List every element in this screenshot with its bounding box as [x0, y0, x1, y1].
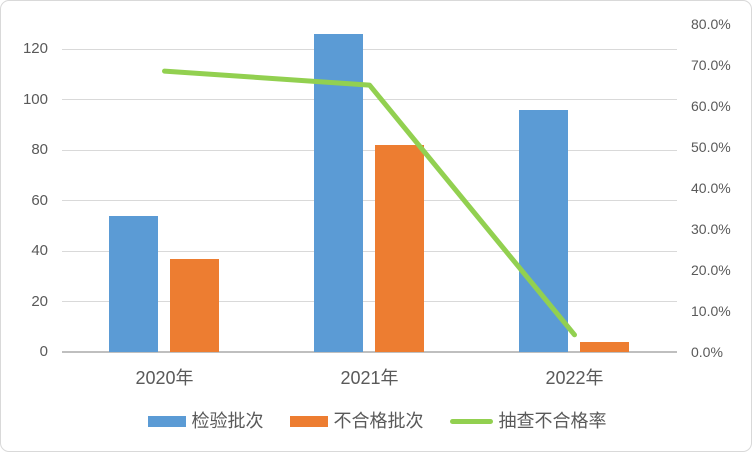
y-left-tick-label: 120	[22, 40, 48, 58]
gridline	[62, 149, 677, 151]
bar-inspection-batches-2020年	[109, 215, 158, 352]
y-left-tick-label: 80	[31, 141, 48, 159]
legend-item-sampling-failure-rate: 抽查不合格率	[449, 409, 607, 433]
legend-item-inspection-batches: 检验批次	[147, 409, 264, 433]
gridline	[62, 99, 677, 101]
gridline	[62, 48, 677, 50]
y-right-tick-label: 50.0%	[691, 139, 731, 155]
y-right-tick-label: 10.0%	[691, 303, 731, 319]
gridline	[62, 301, 677, 303]
legend-swatch-inspection-batches-icon	[147, 415, 186, 427]
legend-label-sampling-failure-rate: 抽查不合格率	[498, 411, 607, 431]
bar-unqualified-batches-2020年	[170, 258, 219, 352]
legend-item-unqualified-batches: 不合格批次	[289, 409, 424, 433]
y-left-tick-label: 100	[22, 90, 48, 108]
y-right-tick-label: 30.0%	[691, 221, 731, 237]
x-axis-label-2021年: 2021年	[340, 368, 399, 388]
y-right-tick-label: 40.0%	[691, 180, 731, 196]
legend-label-inspection-batches: 检验批次	[191, 411, 264, 431]
x-axis-line	[62, 351, 677, 353]
y-right-tick-label: 0.0%	[691, 344, 723, 360]
bar-inspection-batches-2022年	[519, 109, 568, 352]
legend-label-unqualified-batches: 不合格批次	[333, 411, 424, 431]
y-left-tick-label: 40	[31, 242, 48, 260]
y-right-tick-label: 70.0%	[691, 57, 731, 73]
bar-unqualified-batches-2022年	[580, 341, 629, 352]
y-left-tick-label: 0	[39, 343, 48, 360]
gridline	[62, 200, 677, 202]
y-right-tick-label: 80.0%	[691, 16, 731, 32]
rate-line	[162, 68, 577, 338]
bar-unqualified-batches-2021年	[375, 145, 424, 352]
legend: 检验批次 不合格批次 抽查不合格率	[1, 409, 751, 433]
bar-inspection-batches-2021年	[314, 34, 363, 352]
y-right-tick-label: 60.0%	[691, 98, 731, 114]
y-left-tick-label: 60	[31, 191, 48, 209]
legend-swatch-unqualified-batches-icon	[289, 415, 328, 427]
gridline	[62, 250, 677, 252]
legend-swatch-sampling-failure-rate-icon	[449, 418, 493, 424]
y-right-tick-label: 20.0%	[691, 262, 731, 278]
x-axis-label-2022年: 2022年	[545, 368, 604, 388]
y-left-tick-label: 20	[31, 292, 48, 310]
x-axis-label-2020年: 2020年	[135, 368, 194, 388]
